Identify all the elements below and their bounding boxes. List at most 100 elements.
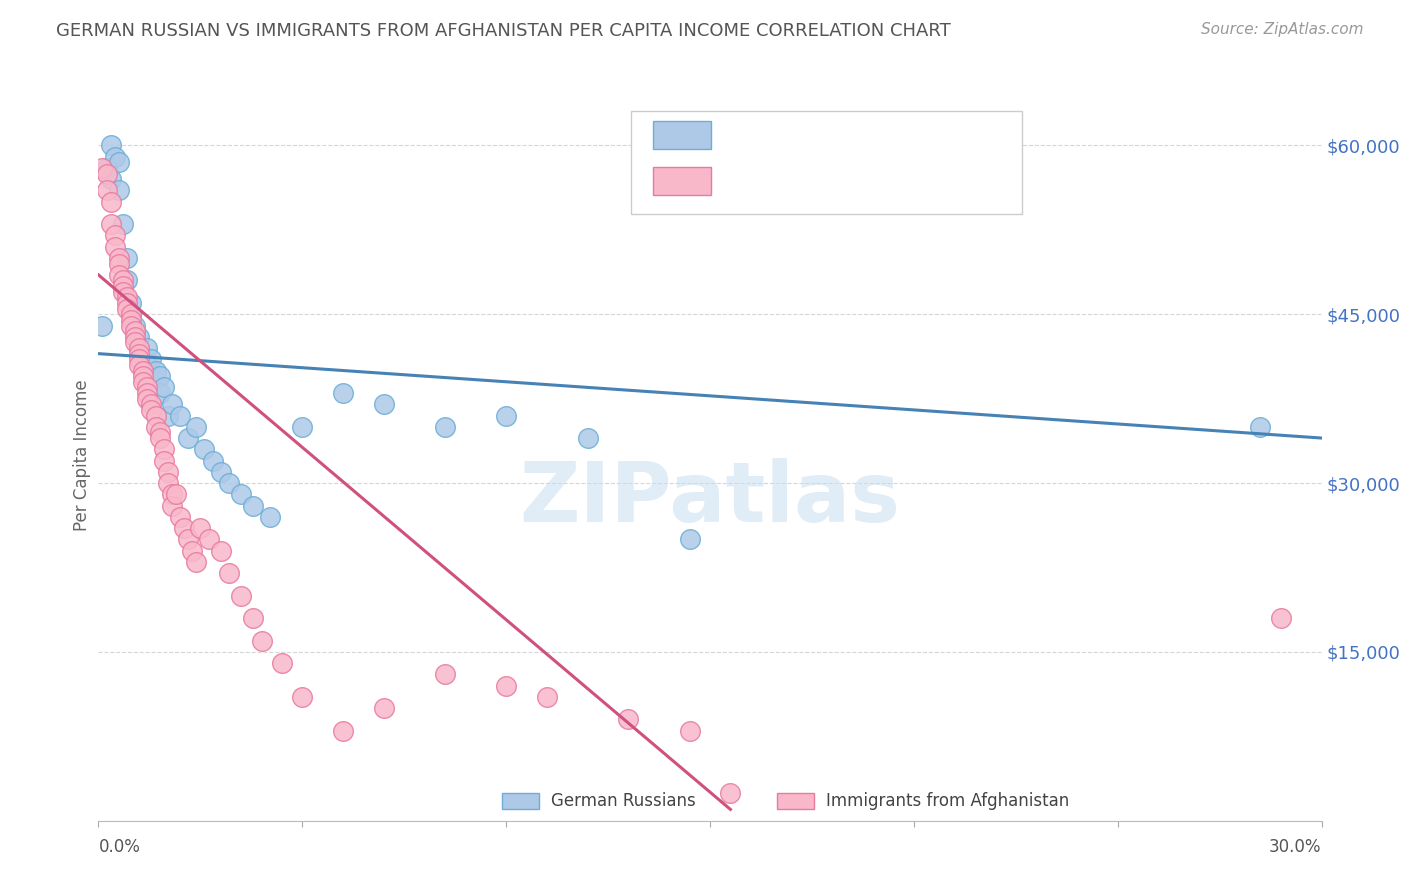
Point xyxy=(96,167,118,181)
Text: GERMAN RUSSIAN VS IMMIGRANTS FROM AFGHANISTAN PER CAPITA INCOME CORRELATION CHAR: GERMAN RUSSIAN VS IMMIGRANTS FROM AFGHAN… xyxy=(56,22,950,40)
Point xyxy=(720,785,742,799)
Point xyxy=(145,363,167,377)
Point xyxy=(177,431,200,445)
Point xyxy=(120,318,142,333)
Point xyxy=(120,307,142,321)
Point xyxy=(291,419,314,434)
Text: R = -0.087: R = -0.087 xyxy=(731,126,845,145)
Point xyxy=(160,487,183,501)
Point xyxy=(115,251,138,265)
Point xyxy=(231,487,253,501)
Point xyxy=(250,633,273,648)
Point xyxy=(108,251,131,265)
Point xyxy=(149,369,172,384)
Point xyxy=(145,419,167,434)
Point xyxy=(111,279,134,293)
Point xyxy=(128,341,150,355)
Point xyxy=(132,369,155,384)
Point xyxy=(141,403,163,417)
Point xyxy=(156,465,179,479)
Point xyxy=(149,386,172,401)
Point xyxy=(115,273,138,287)
Point xyxy=(291,690,314,704)
Point xyxy=(373,397,395,411)
Point xyxy=(100,194,122,209)
Point xyxy=(160,397,183,411)
Point xyxy=(108,268,131,282)
Point xyxy=(96,161,118,175)
Text: ZIPatlas: ZIPatlas xyxy=(520,458,900,540)
Point xyxy=(169,509,191,524)
Point xyxy=(136,380,159,394)
Point xyxy=(231,589,253,603)
Point xyxy=(128,330,150,344)
Point xyxy=(270,656,294,670)
Point xyxy=(209,465,232,479)
Point xyxy=(201,453,224,467)
FancyBboxPatch shape xyxy=(652,121,711,149)
Point xyxy=(108,155,131,169)
Point xyxy=(120,313,142,327)
Point xyxy=(120,296,142,310)
Point xyxy=(152,453,174,467)
Text: 30.0%: 30.0% xyxy=(1270,838,1322,856)
Point xyxy=(193,442,215,457)
Text: Immigrants from Afghanistan: Immigrants from Afghanistan xyxy=(827,792,1070,810)
Point xyxy=(576,431,599,445)
Point xyxy=(141,397,163,411)
Point xyxy=(136,386,159,401)
Point xyxy=(141,352,163,367)
Point xyxy=(145,409,167,423)
Point xyxy=(617,712,640,726)
Point xyxy=(1249,419,1271,434)
Point xyxy=(209,543,232,558)
Point xyxy=(108,257,131,271)
Point xyxy=(132,352,155,367)
Point xyxy=(186,555,208,569)
Point xyxy=(128,358,150,372)
Point xyxy=(100,217,122,231)
Text: R = -0.585: R = -0.585 xyxy=(731,172,845,191)
Point xyxy=(181,543,204,558)
Point xyxy=(1270,611,1292,625)
Text: Source: ZipAtlas.com: Source: ZipAtlas.com xyxy=(1201,22,1364,37)
Point xyxy=(495,409,517,423)
Text: 0.0%: 0.0% xyxy=(98,838,141,856)
Point xyxy=(156,476,179,491)
Point xyxy=(197,533,219,547)
Text: German Russians: German Russians xyxy=(551,792,696,810)
Point xyxy=(128,341,150,355)
Point xyxy=(177,533,200,547)
Point xyxy=(173,521,195,535)
Point xyxy=(128,352,150,367)
Point xyxy=(100,172,122,186)
Point xyxy=(495,679,517,693)
Point xyxy=(111,285,134,299)
Point xyxy=(124,318,146,333)
Point xyxy=(115,290,138,304)
Point xyxy=(104,240,127,254)
Text: N = 68: N = 68 xyxy=(894,172,967,191)
Point xyxy=(132,375,155,389)
Point xyxy=(96,184,118,198)
Point xyxy=(124,335,146,350)
Point xyxy=(152,380,174,394)
FancyBboxPatch shape xyxy=(502,793,538,809)
Point xyxy=(434,667,457,681)
Point xyxy=(332,723,354,738)
Point xyxy=(188,521,212,535)
Point xyxy=(104,150,127,164)
Point xyxy=(259,509,281,524)
Point xyxy=(332,386,354,401)
Point xyxy=(373,701,395,715)
Point xyxy=(218,566,240,580)
Point xyxy=(120,307,142,321)
Point xyxy=(104,228,127,243)
FancyBboxPatch shape xyxy=(630,112,1022,213)
Point xyxy=(149,425,172,440)
Point xyxy=(115,301,138,316)
Point xyxy=(136,341,159,355)
Point xyxy=(124,324,146,338)
Point xyxy=(242,611,264,625)
Point xyxy=(124,330,146,344)
